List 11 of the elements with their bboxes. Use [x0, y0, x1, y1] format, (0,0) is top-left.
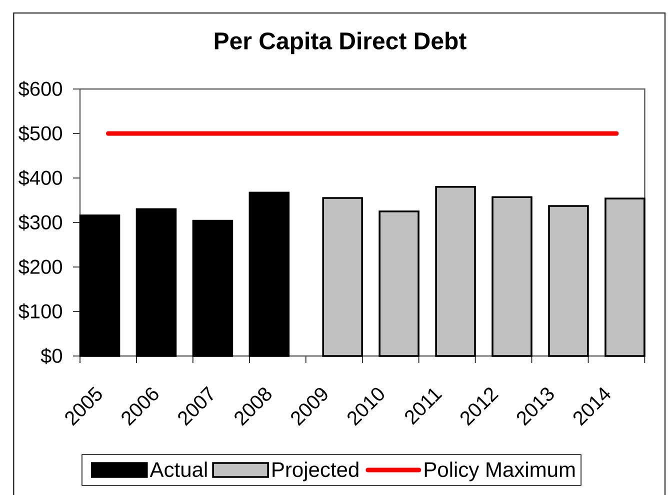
y-tick-label: $500 [18, 125, 62, 142]
legend-label: Projected [272, 462, 358, 482]
y-tick-label: $300 [18, 214, 62, 231]
legend-label: Actual [150, 462, 207, 478]
y-tick-label: $600 [18, 80, 62, 98]
legend-label: Policy Maximum [424, 462, 575, 482]
y-tick-label: $400 [18, 170, 62, 186]
y-tick-label: $200 [18, 258, 62, 276]
y-tick-label: $0 [40, 348, 62, 364]
chart-title: Per Capita Direct Debt [214, 32, 466, 54]
y-tick-label: $100 [18, 303, 62, 320]
